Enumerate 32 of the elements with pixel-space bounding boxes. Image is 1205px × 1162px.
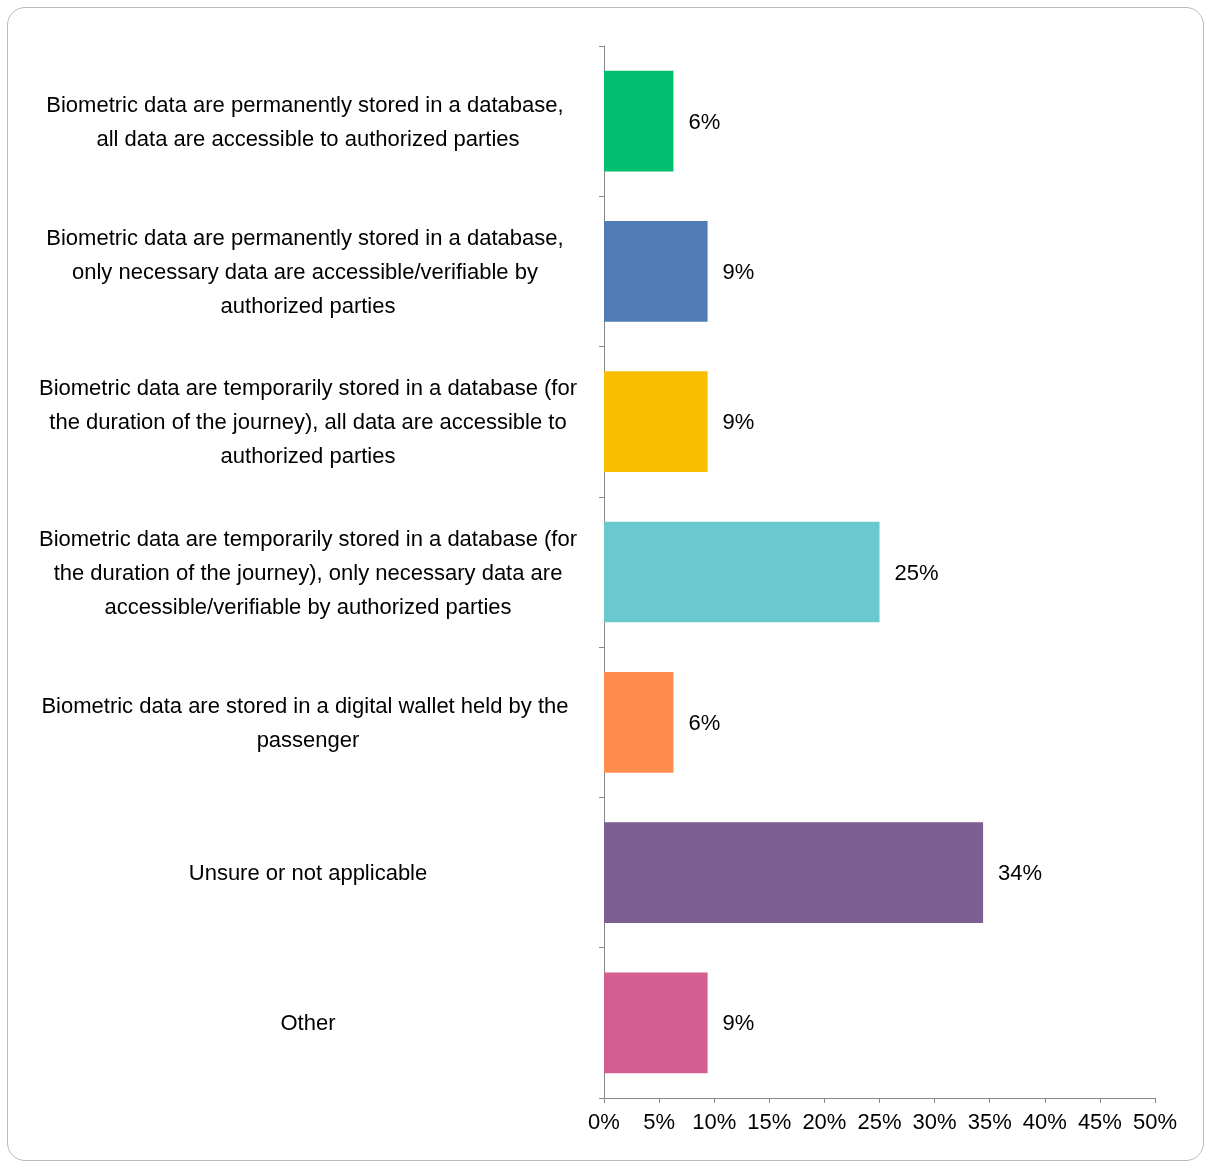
y-tick-label: Biometric data are permanently stored in a database, all data are accessible to authorized parties [46,91,570,151]
bar [604,521,880,623]
data-label: 9% [722,1010,755,1036]
data-label: 9% [722,409,755,435]
x-tick-label: 5% [643,1108,675,1134]
x-tick-label: 35% [967,1108,1012,1134]
x-tick-label: 10% [692,1108,737,1134]
x-tick-label: 40% [1022,1108,1067,1134]
x-tick-label: 20% [802,1108,847,1134]
data-label: 25% [894,559,939,585]
y-tick-label: Biometric data are temporarily stored in a database (for the duration of the journey), only necessary data are accessible/verifiable by authorized parties [38,525,578,619]
data-label: 6% [688,108,721,134]
bar [604,822,984,923]
x-tick-label: 30% [912,1108,957,1134]
data-label: 9% [722,258,755,284]
bar [604,671,674,773]
bar [604,972,708,1074]
y-tick-label: Biometric data are stored in a digital wallet held by the passenger [41,692,575,752]
x-tick-label: 50% [1132,1108,1178,1134]
x-tick-label: 0% [588,1108,620,1134]
y-tick-label: Other [280,1010,336,1036]
y-tick-label: Unsure or not applicable [188,860,428,886]
y-tick-label: Biometric data are permanently stored in a database, only necessary data are accessible/verifiable by authorized parties [46,224,570,318]
bar [604,70,674,172]
bar [604,221,708,322]
data-label: 34% [998,860,1043,886]
y-tick-label: Biometric data are temporarily stored in a database (for the duration of the journey), all data are accessible to authorized parties [38,375,578,469]
data-label: 6% [688,709,721,735]
x-tick-label: 25% [857,1108,902,1134]
x-tick-label: 45% [1077,1108,1122,1134]
x-tick-label: 15% [747,1108,792,1134]
bar [604,371,708,473]
